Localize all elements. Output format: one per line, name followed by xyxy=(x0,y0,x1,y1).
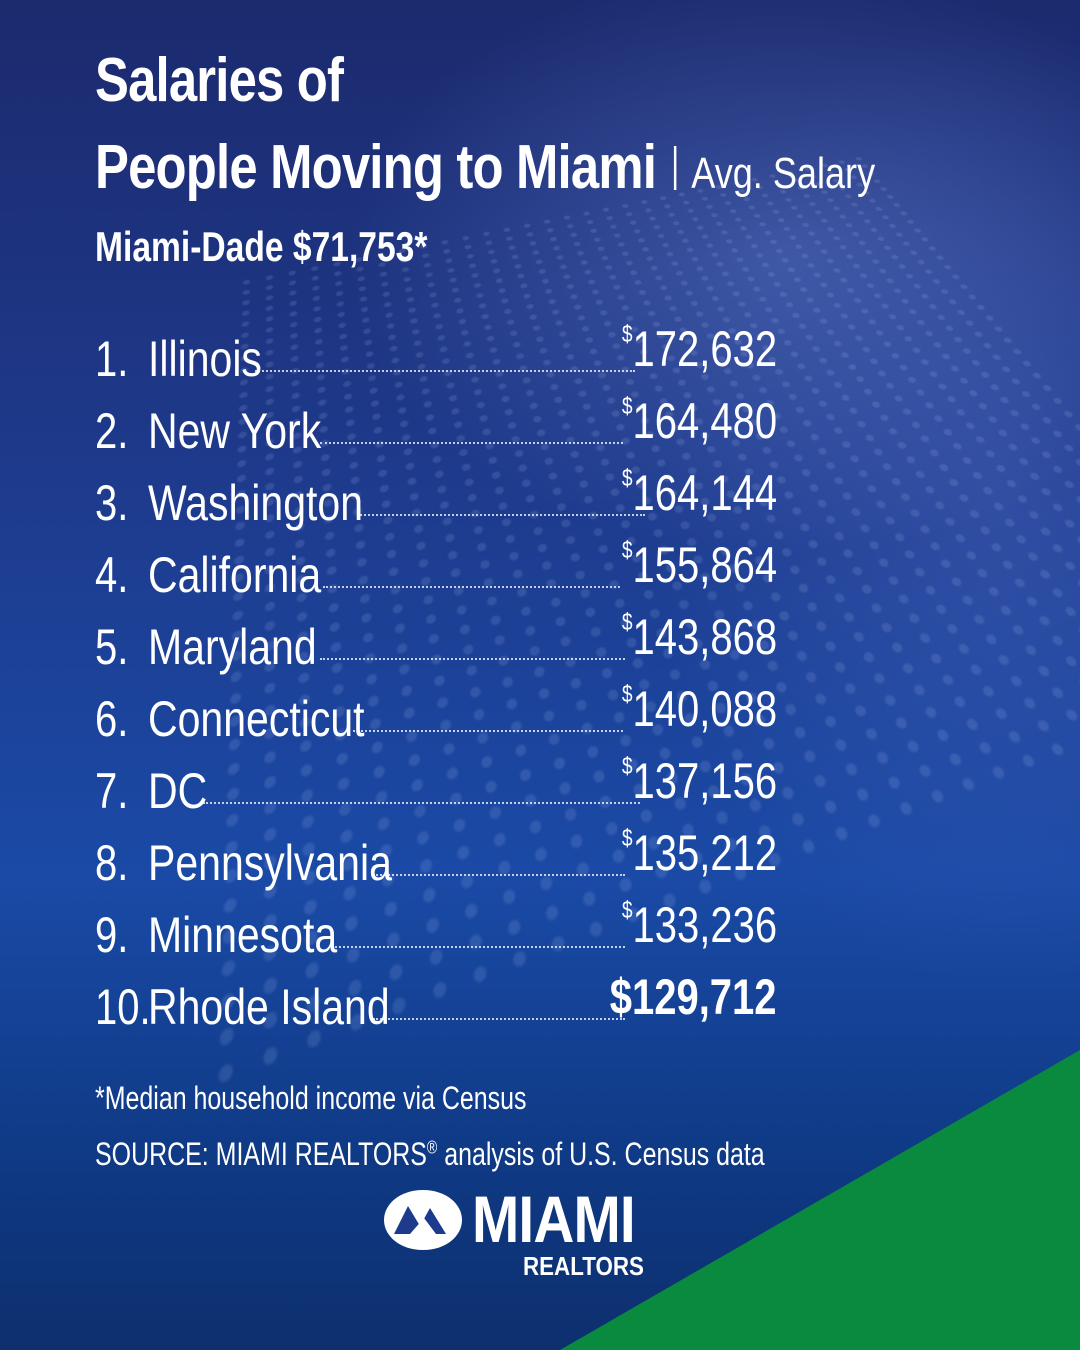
ranking-row: 6. Connecticut $140,088 xyxy=(95,672,785,744)
salary-value: $143,868 xyxy=(622,611,777,662)
logo-word: MIAMI xyxy=(472,1186,635,1252)
rank-number: 6. xyxy=(95,694,137,744)
currency-symbol: $ xyxy=(622,825,633,852)
source-note: SOURCE: MIAMI REALTORS® analysis of U.S.… xyxy=(95,1136,765,1173)
dotted-leader xyxy=(320,658,625,660)
state-name: Washington xyxy=(148,478,363,528)
rank-number: 7. xyxy=(95,766,137,816)
title-main: People Moving to Miami xyxy=(95,133,656,202)
currency-symbol: $ xyxy=(622,897,633,924)
logo-emblem-icon xyxy=(380,1188,466,1252)
state-name: Minnesota xyxy=(148,910,337,960)
salary-value: $164,480 xyxy=(622,395,777,446)
dotted-leader xyxy=(323,586,620,588)
subtitle: Miami-Dade $71,753* xyxy=(95,226,427,268)
rank-number: 5. xyxy=(95,622,137,672)
registered-mark: ® xyxy=(427,1137,437,1157)
ranking-row: 8. Pennsylvania $135,212 xyxy=(95,816,785,888)
ranking-row: 5. Maryland $143,868 xyxy=(95,600,785,672)
salary-amount: 143,868 xyxy=(632,609,777,665)
salary-amount: 164,144 xyxy=(632,465,777,521)
source-prefix: SOURCE: MIAMI REALTORS xyxy=(95,1136,427,1172)
currency-symbol: $ xyxy=(622,609,633,636)
ranking-row: 3. Washington $164,144 xyxy=(95,456,785,528)
dotted-leader xyxy=(373,874,625,876)
rank-number: 1. xyxy=(95,334,137,384)
salary-value: $133,236 xyxy=(622,899,777,950)
dotted-leader xyxy=(373,1018,625,1020)
state-name: Connecticut xyxy=(148,694,365,744)
source-suffix: analysis of U.S. Census data xyxy=(437,1136,764,1172)
miami-realtors-logo: MIAMI REALTORS xyxy=(380,1186,680,1286)
state-name: New York xyxy=(148,406,321,456)
salary-amount: 140,088 xyxy=(632,681,777,737)
salary-value: $137,156 xyxy=(622,755,777,806)
ranking-row: 10. Rhode Island $129,712 xyxy=(95,960,785,1032)
currency-symbol: $ xyxy=(622,537,633,564)
state-name: Illinois xyxy=(148,334,262,384)
rank-number: 10. xyxy=(95,982,137,1032)
state-name: California xyxy=(148,550,321,600)
salary-value: $140,088 xyxy=(622,683,777,734)
salary-amount: 164,480 xyxy=(632,393,777,449)
rank-number: 9. xyxy=(95,910,137,960)
state-name: Pennsylvania xyxy=(148,838,392,888)
currency-symbol: $ xyxy=(622,321,633,348)
salary-value: $135,212 xyxy=(622,827,777,878)
state-name: Maryland xyxy=(148,622,317,672)
title-divider xyxy=(674,146,676,190)
ranking-row: 7. DC $137,156 xyxy=(95,744,785,816)
dotted-leader xyxy=(255,370,635,372)
currency-symbol: $ xyxy=(622,393,633,420)
rank-number: 3. xyxy=(95,478,137,528)
dotted-leader xyxy=(353,730,623,732)
footnote: *Median household income via Census xyxy=(95,1080,527,1117)
salary-amount: 135,212 xyxy=(632,825,777,881)
salary-value: $129,712 xyxy=(610,972,777,1022)
ranking-row: 2. New York $164,480 xyxy=(95,384,785,456)
ranking-row: 4. California $155,864 xyxy=(95,528,785,600)
dotted-leader xyxy=(357,514,645,516)
logo-subword: REALTORS xyxy=(523,1253,644,1279)
dotted-leader xyxy=(320,442,623,444)
salary-amount: 133,236 xyxy=(632,897,777,953)
ranking-list: 1. Illinois $172,632 2. New York $164,480 3. Wa… xyxy=(95,312,785,1032)
state-name: DC xyxy=(148,766,207,816)
dotted-leader xyxy=(203,802,640,804)
salary-amount: 172,632 xyxy=(632,321,777,377)
salary-value: $155,864 xyxy=(622,539,777,590)
rank-number: 2. xyxy=(95,406,137,456)
ranking-row: 1. Illinois $172,632 xyxy=(95,312,785,384)
ranking-row: 9. Minnesota $133,236 xyxy=(95,888,785,960)
currency-symbol: $ xyxy=(622,681,633,708)
state-name: Rhode Island xyxy=(148,982,390,1032)
salary-amount: $129,712 xyxy=(610,969,777,1025)
rank-number: 8. xyxy=(95,838,137,888)
title-line-2: People Moving to Miami Avg. Salary xyxy=(95,137,875,199)
title-line-1: Salaries of xyxy=(95,50,343,112)
salary-value: $164,144 xyxy=(622,467,777,518)
title-suffix: Avg. Salary xyxy=(691,149,875,198)
dotted-leader xyxy=(335,946,625,948)
rank-number: 4. xyxy=(95,550,137,600)
currency-symbol: $ xyxy=(622,753,633,780)
salary-value: $172,632 xyxy=(622,323,777,374)
salary-amount: 155,864 xyxy=(632,537,777,593)
currency-symbol: $ xyxy=(622,465,633,492)
salary-amount: 137,156 xyxy=(632,753,777,809)
